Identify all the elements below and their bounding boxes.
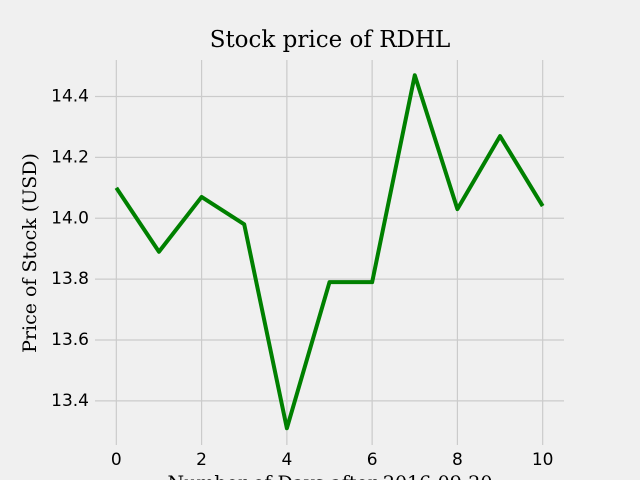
- y-tick-label: 13.4: [51, 391, 89, 411]
- y-tick-label: 14.2: [51, 147, 89, 167]
- x-tick-label: 6: [367, 450, 378, 470]
- x-tick-label: 10: [532, 450, 554, 470]
- x-tick-label: 8: [452, 450, 463, 470]
- x-tick-label: 4: [281, 450, 292, 470]
- line-series: [114, 73, 545, 431]
- y-tick-label: 14.0: [51, 208, 89, 228]
- x-tick-label: 0: [111, 450, 122, 470]
- x-tick-label: 2: [196, 450, 207, 470]
- y-axis-label: Price of Stock (USD): [19, 153, 41, 353]
- chart-title: Stock price of RDHL: [210, 27, 451, 53]
- y-tick-label: 13.6: [51, 330, 89, 350]
- y-tick-label: 13.8: [51, 269, 89, 289]
- y-tick-label: 14.4: [51, 87, 89, 107]
- x-axis-label: Number of Days after 2016-09-20: [168, 472, 493, 480]
